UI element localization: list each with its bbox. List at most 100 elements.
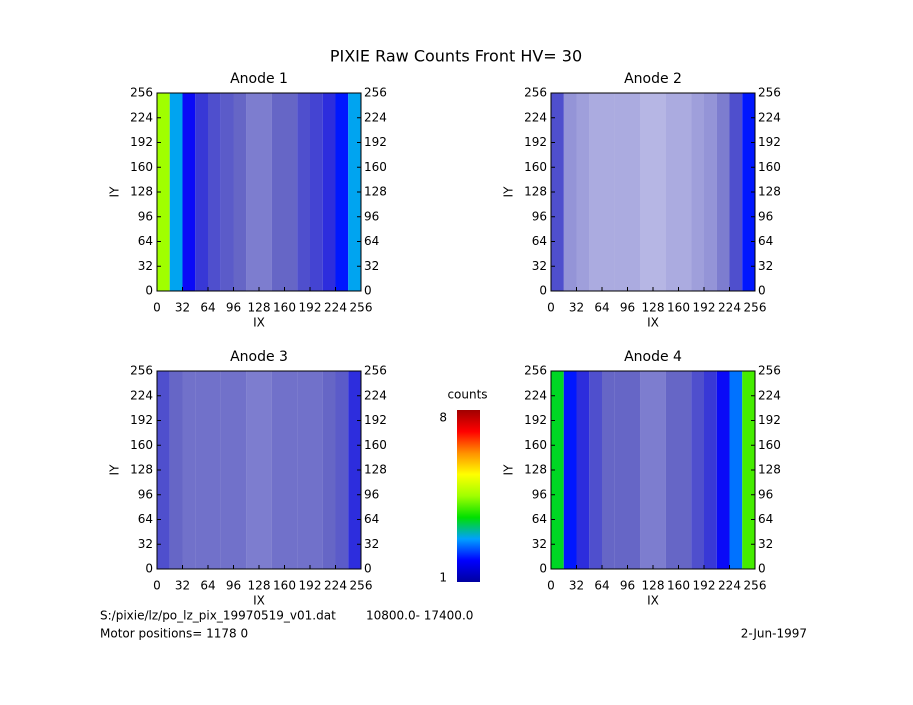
y-tick-label: 0 <box>758 284 766 298</box>
heat-cell <box>195 371 208 569</box>
x-tick-label: 160 <box>667 579 690 593</box>
y-tick-label: 64 <box>758 512 773 526</box>
heat-cell <box>310 93 323 291</box>
y-tick-label: 32 <box>138 259 153 273</box>
heat-cell <box>310 371 323 569</box>
y-tick-label: 128 <box>130 463 153 477</box>
y-tick-label: 192 <box>364 413 387 427</box>
figure-title: PIXIE Raw Counts Front HV= 30 <box>330 47 582 66</box>
heat-cell <box>729 371 743 569</box>
heat-cell <box>233 93 247 291</box>
y-tick-label: 160 <box>130 160 153 174</box>
y-tick-label: 192 <box>758 413 781 427</box>
panel-title: Anode 3 <box>230 349 288 365</box>
footer-motor: Motor positions= 1178 0 <box>100 627 248 641</box>
y-tick-label: 32 <box>532 259 547 273</box>
colorbar-tick-label: 8 <box>439 411 447 425</box>
heat-cell <box>284 371 298 569</box>
x-tick-label: 64 <box>594 301 609 315</box>
heat-cell <box>208 371 221 569</box>
x-tick-label: 192 <box>693 579 716 593</box>
footer-file: S:/pixie/lz/po_lz_pix_19970519_v01.dat <box>100 609 336 623</box>
y-tick-label: 96 <box>138 209 153 223</box>
heat-cell <box>691 371 704 569</box>
heat-cell <box>563 371 577 569</box>
y-tick-label: 64 <box>364 512 379 526</box>
y-tick-label: 96 <box>138 487 153 501</box>
y-tick-label: 64 <box>138 234 153 248</box>
x-tick-label: 160 <box>667 301 690 315</box>
heat-cell <box>195 93 208 291</box>
x-tick-label: 32 <box>569 579 584 593</box>
x-tick-label: 256 <box>350 579 373 593</box>
heat-cell <box>271 93 285 291</box>
heat-cell <box>576 371 590 569</box>
y-tick-label: 160 <box>758 160 781 174</box>
heat-cell <box>678 93 692 291</box>
heat-cell <box>729 93 743 291</box>
y-tick-label: 224 <box>524 110 547 124</box>
y-tick-label: 0 <box>364 284 372 298</box>
heat-cell <box>640 93 653 291</box>
heat-cell <box>704 371 717 569</box>
x-axis-label: IX <box>253 594 265 608</box>
colorbar-tick-label: 1 <box>439 571 447 585</box>
y-tick-label: 128 <box>130 185 153 199</box>
x-tick-label: 0 <box>547 301 555 315</box>
x-tick-label: 192 <box>299 579 322 593</box>
x-tick-label: 128 <box>248 301 271 315</box>
heat-cell <box>322 93 336 291</box>
panel-title: Anode 1 <box>230 71 288 87</box>
heat-cell <box>259 371 272 569</box>
y-tick-label: 128 <box>758 463 781 477</box>
y-tick-label: 224 <box>130 110 153 124</box>
y-tick-label: 192 <box>130 135 153 149</box>
heat-cell <box>665 93 679 291</box>
x-tick-label: 192 <box>299 301 322 315</box>
y-tick-label: 32 <box>364 259 379 273</box>
y-tick-label: 224 <box>758 388 781 402</box>
x-tick-label: 0 <box>153 301 161 315</box>
heat-cell <box>271 371 285 569</box>
heat-cell <box>691 93 704 291</box>
y-tick-label: 224 <box>524 388 547 402</box>
y-tick-label: 192 <box>130 413 153 427</box>
y-tick-label: 256 <box>758 364 781 378</box>
heat-cell <box>246 371 259 569</box>
heat-cell <box>563 93 577 291</box>
x-axis-label: IX <box>253 316 265 330</box>
y-tick-label: 256 <box>758 86 781 100</box>
heat-cell <box>246 93 259 291</box>
y-tick-label: 128 <box>364 185 387 199</box>
y-axis-label: IY <box>108 186 122 198</box>
y-tick-label: 192 <box>758 135 781 149</box>
y-tick-label: 32 <box>364 537 379 551</box>
y-tick-label: 224 <box>758 110 781 124</box>
y-tick-label: 224 <box>364 110 387 124</box>
y-tick-label: 256 <box>524 364 547 378</box>
x-tick-label: 160 <box>273 579 296 593</box>
y-tick-label: 96 <box>532 487 547 501</box>
heat-cell <box>297 93 310 291</box>
heat-cell <box>716 371 730 569</box>
heat-cell <box>233 371 247 569</box>
heat-cell <box>614 371 628 569</box>
x-tick-label: 224 <box>324 301 347 315</box>
heat-cell <box>297 371 310 569</box>
heat-cell <box>614 93 628 291</box>
y-tick-label: 0 <box>145 562 153 576</box>
x-tick-label: 32 <box>175 301 190 315</box>
x-tick-label: 128 <box>642 301 665 315</box>
heat-cell <box>678 371 692 569</box>
y-tick-label: 160 <box>524 160 547 174</box>
x-axis-label: IX <box>647 594 659 608</box>
x-tick-label: 128 <box>248 579 271 593</box>
x-tick-label: 224 <box>718 579 741 593</box>
heat-cell <box>589 371 602 569</box>
y-tick-label: 0 <box>539 562 547 576</box>
heat-cell <box>627 371 641 569</box>
y-tick-label: 96 <box>364 209 379 223</box>
y-tick-label: 160 <box>524 438 547 452</box>
x-tick-label: 160 <box>273 301 296 315</box>
